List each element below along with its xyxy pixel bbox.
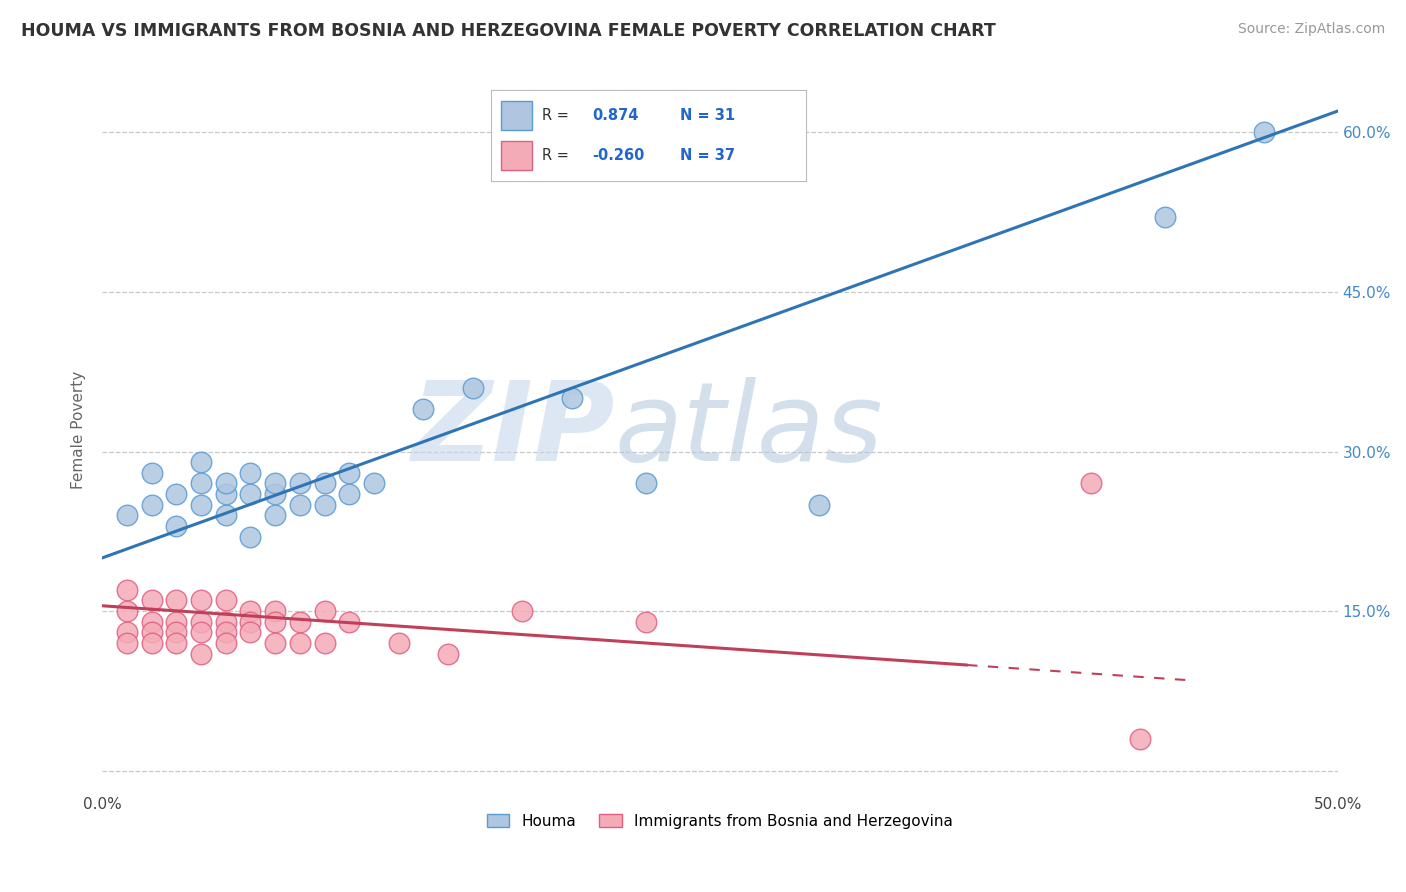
Point <box>239 615 262 629</box>
Point <box>215 487 238 501</box>
Point <box>288 476 311 491</box>
Point <box>141 466 163 480</box>
Point <box>314 498 336 512</box>
Point <box>288 636 311 650</box>
Point <box>141 593 163 607</box>
Point <box>561 392 583 406</box>
Point <box>190 647 212 661</box>
Point <box>190 593 212 607</box>
Point <box>412 401 434 416</box>
Point <box>437 647 460 661</box>
Point <box>141 625 163 640</box>
Y-axis label: Female Poverty: Female Poverty <box>72 371 86 490</box>
Point <box>115 636 138 650</box>
Point <box>115 604 138 618</box>
Point <box>215 636 238 650</box>
Point <box>190 455 212 469</box>
Point <box>141 615 163 629</box>
Point <box>215 476 238 491</box>
Point <box>239 604 262 618</box>
Point <box>264 476 287 491</box>
Point <box>264 508 287 523</box>
Point <box>239 530 262 544</box>
Legend: Houma, Immigrants from Bosnia and Herzegovina: Houma, Immigrants from Bosnia and Herzeg… <box>481 807 959 835</box>
Point <box>510 604 533 618</box>
Point <box>314 476 336 491</box>
Point <box>239 625 262 640</box>
Point <box>165 593 187 607</box>
Point <box>141 498 163 512</box>
Text: Source: ZipAtlas.com: Source: ZipAtlas.com <box>1237 22 1385 37</box>
Point <box>239 487 262 501</box>
Point <box>337 466 360 480</box>
Point <box>141 636 163 650</box>
Point <box>363 476 385 491</box>
Point <box>165 519 187 533</box>
Point <box>288 498 311 512</box>
Point <box>165 625 187 640</box>
Point <box>264 615 287 629</box>
Point <box>190 476 212 491</box>
Point <box>337 615 360 629</box>
Point <box>314 636 336 650</box>
Point <box>461 381 484 395</box>
Point <box>190 498 212 512</box>
Text: atlas: atlas <box>614 376 883 483</box>
Point <box>264 636 287 650</box>
Point <box>215 508 238 523</box>
Point <box>190 615 212 629</box>
Point <box>634 476 657 491</box>
Point <box>165 615 187 629</box>
Point <box>1129 731 1152 746</box>
Point <box>215 625 238 640</box>
Point <box>215 593 238 607</box>
Point <box>264 604 287 618</box>
Point <box>239 466 262 480</box>
Point <box>314 604 336 618</box>
Point <box>115 508 138 523</box>
Text: ZIP: ZIP <box>412 376 614 483</box>
Point <box>1080 476 1102 491</box>
Point <box>1153 211 1175 225</box>
Point <box>337 487 360 501</box>
Point <box>288 615 311 629</box>
Point <box>264 487 287 501</box>
Point <box>215 615 238 629</box>
Text: HOUMA VS IMMIGRANTS FROM BOSNIA AND HERZEGOVINA FEMALE POVERTY CORRELATION CHART: HOUMA VS IMMIGRANTS FROM BOSNIA AND HERZ… <box>21 22 995 40</box>
Point <box>165 487 187 501</box>
Point <box>388 636 411 650</box>
Point <box>807 498 830 512</box>
Point <box>190 625 212 640</box>
Point <box>1253 125 1275 139</box>
Point <box>165 636 187 650</box>
Point <box>115 625 138 640</box>
Point <box>115 582 138 597</box>
Point <box>634 615 657 629</box>
